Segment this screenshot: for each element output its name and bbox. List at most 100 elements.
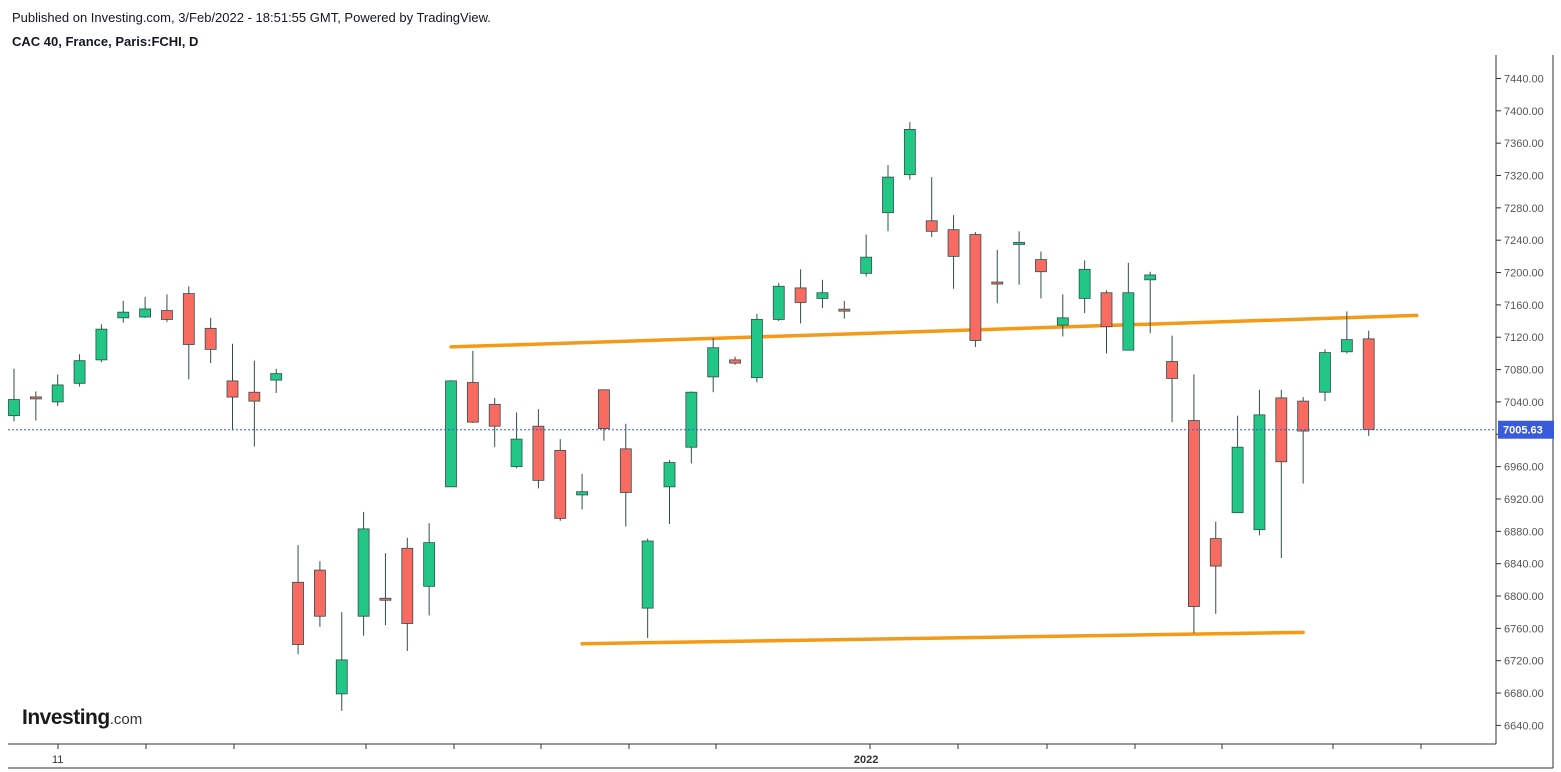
candle-body-up: [772, 285, 785, 320]
candle-body-up: [1253, 414, 1266, 531]
candle-body-up: [1340, 339, 1353, 353]
x-axis[interactable]: 11 2022: [52, 744, 1422, 766]
candle[interactable]: [139, 296, 152, 318]
candle[interactable]: [226, 343, 239, 431]
candle-body-down: [554, 450, 567, 519]
candle[interactable]: [1013, 231, 1025, 285]
candle[interactable]: [73, 354, 86, 387]
candle-body-up: [423, 542, 436, 587]
candle[interactable]: [510, 412, 523, 469]
candle[interactable]: [445, 380, 457, 488]
symbol-title: CAC 40, France, Paris:FCHI, D: [12, 34, 199, 49]
candle[interactable]: [685, 391, 698, 464]
candle[interactable]: [598, 389, 610, 441]
x-tick-label: 2022: [854, 754, 878, 766]
y-tick-label: 6840.00: [1504, 559, 1544, 571]
candle[interactable]: [95, 324, 108, 363]
candle[interactable]: [379, 553, 392, 626]
candle-body-down: [182, 293, 195, 345]
candle[interactable]: [925, 177, 938, 237]
candle[interactable]: [1275, 389, 1288, 559]
candle[interactable]: [882, 164, 894, 232]
candle[interactable]: [401, 537, 414, 652]
candle[interactable]: [335, 612, 348, 711]
candle-body-up: [685, 391, 698, 448]
plot-frame: [8, 55, 1554, 769]
candle[interactable]: [488, 397, 501, 448]
candle[interactable]: [707, 338, 720, 393]
candle-body-down: [947, 229, 960, 257]
candle-body-up: [1078, 268, 1091, 299]
y-tick-label: 7240.00: [1504, 235, 1544, 247]
candle-body-up: [860, 256, 873, 274]
candle[interactable]: [1209, 521, 1222, 614]
candle[interactable]: [838, 300, 851, 319]
candle[interactable]: [576, 473, 588, 510]
candle-layer[interactable]: [8, 122, 1375, 711]
candle[interactable]: [292, 545, 304, 655]
candle[interactable]: [1297, 397, 1310, 484]
candle[interactable]: [1056, 294, 1069, 337]
candle[interactable]: [466, 350, 479, 423]
candle[interactable]: [751, 313, 763, 383]
candle[interactable]: [532, 409, 545, 489]
candle-body-up: [139, 308, 152, 318]
candle-body-down: [204, 327, 217, 350]
candle[interactable]: [1078, 260, 1091, 313]
candle[interactable]: [816, 279, 829, 309]
candle[interactable]: [1144, 271, 1157, 334]
candle[interactable]: [1188, 374, 1200, 634]
candle[interactable]: [8, 368, 20, 422]
candle[interactable]: [117, 300, 130, 323]
y-tick-label: 7120.00: [1504, 332, 1544, 344]
candle-body-down: [1166, 361, 1178, 379]
candle[interactable]: [1100, 290, 1113, 354]
candle[interactable]: [860, 234, 873, 277]
candle-body-down: [1100, 292, 1113, 328]
y-tick-label: 7200.00: [1504, 268, 1544, 280]
candle[interactable]: [182, 286, 195, 380]
candle[interactable]: [729, 356, 741, 365]
candle-body-down: [729, 359, 741, 364]
candle[interactable]: [772, 283, 785, 322]
candle[interactable]: [1166, 335, 1178, 423]
candle[interactable]: [357, 511, 370, 636]
y-tick-label: 6960.00: [1504, 462, 1544, 474]
candle[interactable]: [161, 294, 173, 322]
candle[interactable]: [991, 249, 1004, 304]
candle[interactable]: [1231, 415, 1244, 514]
candle[interactable]: [1319, 349, 1331, 402]
candle[interactable]: [1340, 311, 1353, 354]
candle[interactable]: [641, 538, 654, 639]
candle[interactable]: [619, 423, 632, 527]
candle-body-down: [838, 308, 851, 312]
candle[interactable]: [248, 360, 261, 447]
candle-body-up: [707, 347, 720, 378]
candle[interactable]: [1122, 262, 1135, 351]
candle[interactable]: [51, 374, 64, 406]
candle[interactable]: [663, 460, 676, 525]
candle-body-down: [292, 581, 304, 645]
candle[interactable]: [903, 122, 916, 180]
candle[interactable]: [1362, 330, 1375, 436]
y-axis[interactable]: 6640.00 6680.00 6720.00 6760.00 6800.00 6840.…: [1496, 73, 1554, 732]
candle[interactable]: [554, 439, 567, 521]
candle[interactable]: [204, 317, 217, 364]
candle-body-down: [226, 380, 239, 398]
candle[interactable]: [794, 269, 807, 324]
y-tick-label: 7040.00: [1504, 397, 1544, 409]
candle[interactable]: [423, 523, 436, 616]
candle[interactable]: [947, 215, 960, 289]
candle[interactable]: [1035, 251, 1047, 299]
candle-body-up: [663, 462, 676, 488]
candle[interactable]: [969, 232, 982, 347]
y-tick-label: 6640.00: [1504, 720, 1544, 732]
candle[interactable]: [270, 368, 283, 394]
candle[interactable]: [29, 391, 42, 421]
candle-body-down: [488, 403, 501, 427]
candle-body-down: [794, 287, 807, 303]
candle[interactable]: [313, 561, 326, 627]
candle[interactable]: [1253, 389, 1266, 536]
candle-body-down: [1035, 259, 1047, 273]
